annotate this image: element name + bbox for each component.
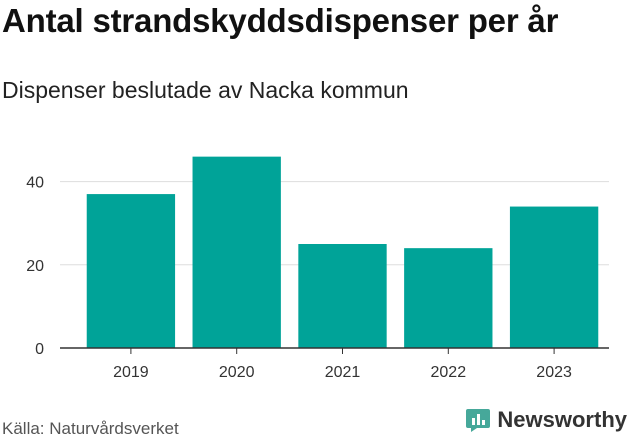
y-tick-label: 40 [26, 175, 44, 192]
brand-name: Newsworthy [497, 407, 627, 432]
bar-2022 [404, 248, 493, 348]
bar-2020 [192, 156, 281, 348]
x-tick-label: 2021 [325, 364, 361, 381]
bar-2019 [86, 194, 176, 348]
x-tick-label: 2023 [536, 364, 572, 381]
y-tick-label: 0 [35, 341, 44, 358]
x-tick-label: 2019 [113, 364, 149, 381]
bar-chart: 0 20 40 2019 2020 2021 2022 2023 [26, 156, 609, 381]
brand-logo[interactable]: Newsworthy [465, 407, 627, 433]
x-tick-label: 2020 [219, 364, 255, 381]
source-note: Källa: Naturvårdsverket [2, 419, 179, 438]
chart-title: Antal strandskyddsdispenser per år [2, 2, 559, 39]
newsworthy-logo-icon [466, 409, 491, 432]
bar-2021 [298, 244, 387, 348]
x-tick-label: 2022 [431, 364, 467, 381]
y-tick-label: 20 [26, 258, 44, 275]
chart-subtitle: Dispenser beslutade av Nacka kommun [2, 77, 409, 103]
bar-2023 [509, 206, 599, 348]
